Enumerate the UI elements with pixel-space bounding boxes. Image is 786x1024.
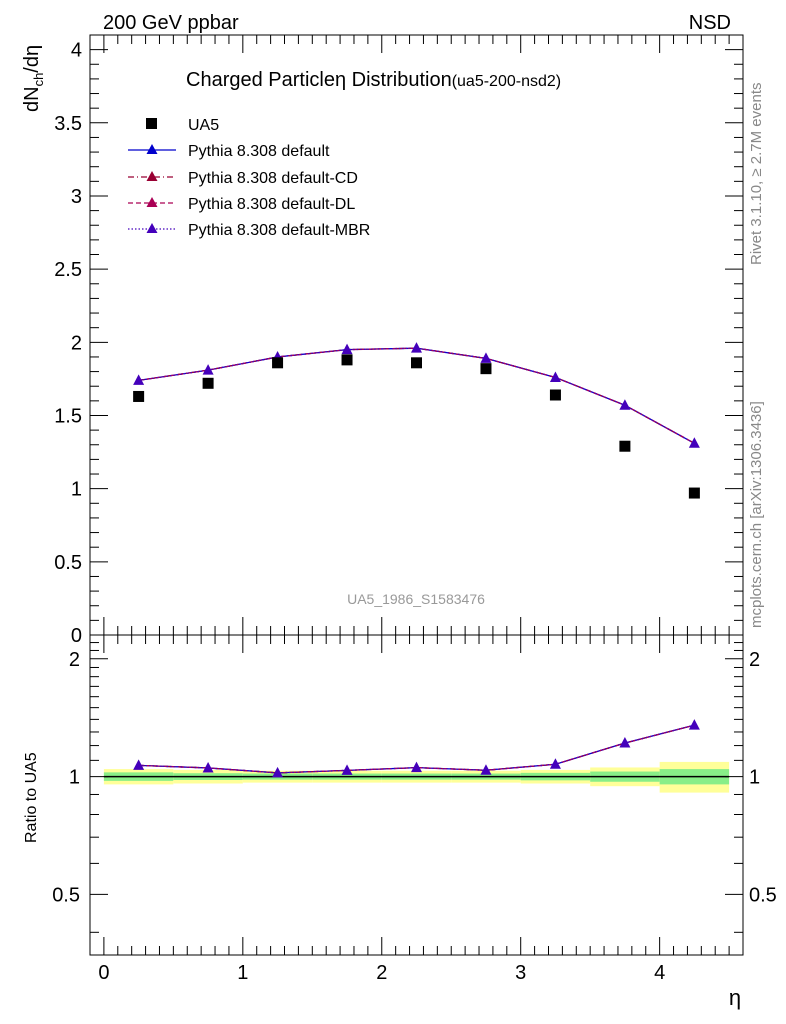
ratio-curve-mbr [138,724,695,774]
ratio-bands [103,761,730,793]
ratio-ytick-label-right: 0.5 [749,884,777,906]
data-point-ua5 [411,357,422,369]
main-mc-marker [549,371,561,382]
ratio-mc-marker [688,719,700,730]
main-panel: 0 0.5 1 1.5 2 2.5 3 3.5 4 dNch/dη Charged Partic… [21,34,744,647]
legend-label-cd: Pythia 8.308 default-CD [188,170,358,187]
legend: UA5 Pythia 8.308 default Pythia 8.308 de… [128,117,370,239]
main-ytick-labels: 0 0.5 1 1.5 2 2.5 3 3.5 4 [54,40,82,647]
ratio-xtick-label: 0 [98,962,109,984]
analysis-watermark: UA5_1986_S1583476 [347,591,485,607]
chart-title: Charged Particleη Distribution(ua5-200-n… [186,69,561,91]
main-ylabel: dNch/dη [21,45,46,112]
legend-label-dl: Pythia 8.308 default-DL [188,196,355,213]
data-point-ua5 [272,357,284,369]
ratio-xtick-label: 2 [376,962,387,984]
header-energy-label: 200 GeV ppbar [103,12,239,34]
ratio-ytick-label-right: 2 [749,649,760,671]
main-mc-marker [688,437,700,448]
legend-label-default: Pythia 8.308 default [188,143,330,160]
main-ytick-label: 4 [71,40,82,62]
main-mc-marker [202,364,214,375]
main-curves [133,342,700,448]
data-point-ua5 [341,354,353,366]
legend-marker-ua5 [146,118,157,129]
ratio-mc-marker [411,761,422,773]
ratio-xtick-label: 3 [515,962,526,984]
data-point-ua5 [688,487,700,499]
ratio-ytick-label-left: 2 [69,649,80,671]
ratio-mc-marker [341,764,353,775]
ratio-panel-frame [89,634,744,956]
main-ytick-label: 2.5 [54,259,82,281]
legend-marker-dl [146,197,158,207]
ratio-ytick-label-left: 1 [69,767,80,789]
ratio-mc-marker [272,766,284,778]
legend-marker-default [146,144,158,154]
ratio-tick-group [90,635,743,955]
chart-title-suffix: (ua5-200-nsd2) [452,73,561,90]
main-mc-marker [480,352,492,363]
ratio-panel: 0.5 0.5 1 1 2 2 0 1 2 3 4 Ratio to UA5 η [23,634,777,1010]
chart-title-main: Charged Particle [186,69,335,91]
chart-title-rest: Distribution [346,69,452,91]
ratio-mc-marker [133,759,145,770]
ratio-xlabel: η [729,985,741,1010]
legend-marker-cd [146,171,158,181]
main-data-points [133,354,700,499]
chart-title-symbol: η [335,69,346,91]
data-point-ua5 [133,390,145,402]
rivet-version-label: Rivet 3.1.10, ≥ 2.7M events [748,83,765,266]
main-mc-marker [341,343,353,355]
ratio-xtick-label: 4 [654,962,665,984]
ratio-xtick-label: 1 [237,962,248,984]
ratio-mc-marker [549,758,561,769]
legend-marker-mbr [146,223,158,233]
main-ytick-label: 2 [71,332,82,354]
ratio-xtick-labels: 0 1 2 3 4 [98,962,665,984]
main-mc-marker [619,399,631,410]
legend-label-mbr: Pythia 8.308 default-MBR [188,222,370,239]
data-point-ua5 [480,363,492,375]
legend-label-ua5: UA5 [188,117,219,134]
main-ytick-label: 1.5 [54,405,82,427]
main-mc-marker [133,374,145,385]
data-point-ua5 [619,440,631,452]
mcplots-label: mcplots.cern.ch [arXiv:1306.3436] [748,401,765,628]
ratio-mc-marker [202,761,214,773]
main-ytick-label: 0.5 [54,552,82,574]
ratio-curves [133,719,700,778]
main-ytick-label: 3.5 [54,113,82,135]
main-mc-marker [411,342,422,353]
main-ytick-label: 1 [71,479,82,501]
data-point-ua5 [202,377,214,389]
main-ytick-label: 0 [71,625,82,647]
ratio-ytick-label-left: 0.5 [52,884,80,906]
main-ytick-label: 3 [71,186,82,208]
data-point-ua5 [549,389,561,401]
main-tick-group [90,34,743,636]
ratio-mc-marker [619,737,631,748]
ratio-mc-marker [480,764,492,775]
header-process-label: NSD [689,12,731,34]
ratio-ytick-label-right: 1 [749,767,760,789]
ratio-ylabel: Ratio to UA5 [23,752,40,843]
ratio-ytick-labels: 0.5 0.5 1 1 2 2 [52,649,777,907]
